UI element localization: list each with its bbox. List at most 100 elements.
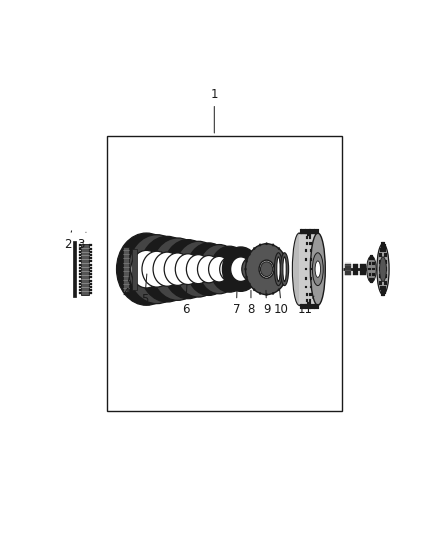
Bar [383,290,386,294]
Ellipse shape [286,276,288,278]
Ellipse shape [128,235,185,304]
Bar [305,258,307,261]
Bar [310,258,312,261]
Bar [311,229,312,234]
Bar [305,304,307,309]
Bar [74,241,77,297]
Bar [305,268,307,270]
Bar [78,254,81,256]
Bar [78,257,81,259]
Bar [89,254,92,256]
Ellipse shape [377,244,389,295]
Ellipse shape [248,283,251,285]
Bar [309,293,312,296]
Bar [315,304,317,309]
Bar [372,273,374,276]
Bar [78,286,81,288]
Ellipse shape [311,233,325,305]
Bar [382,242,385,246]
Bar [371,255,373,257]
Bar [369,257,371,260]
Text: 3: 3 [78,232,86,251]
Bar [317,229,318,234]
Bar [310,286,312,288]
Bar [308,304,310,309]
Text: 1: 1 [211,88,218,133]
Ellipse shape [163,240,212,298]
Ellipse shape [278,288,280,291]
Bar [78,260,81,262]
Bar [78,270,81,272]
Ellipse shape [246,260,247,263]
Bar [304,229,306,234]
Bar [78,283,81,285]
Bar [124,247,129,292]
Bar [78,273,81,275]
Bar [307,232,309,236]
Ellipse shape [164,253,191,285]
Bar [370,255,372,257]
Ellipse shape [248,264,256,274]
Ellipse shape [140,236,194,302]
Ellipse shape [117,233,176,305]
Text: 7: 7 [233,290,240,317]
Ellipse shape [230,257,251,281]
Ellipse shape [283,253,285,255]
Bar [353,264,357,274]
Ellipse shape [272,244,274,246]
Ellipse shape [265,243,268,245]
Text: 10: 10 [274,290,289,317]
Ellipse shape [280,253,289,286]
Bar [383,248,386,252]
Bar [89,247,92,249]
Ellipse shape [274,253,283,286]
Bar [372,262,374,265]
Bar [372,257,374,260]
Ellipse shape [220,257,240,281]
Bar [78,251,81,253]
Bar [307,304,308,309]
Bar [89,289,92,291]
Bar [78,276,81,278]
Ellipse shape [142,251,172,287]
Ellipse shape [246,276,247,278]
Bar [314,304,316,309]
Bar [89,293,92,294]
Bar [312,229,313,234]
Bar [306,299,308,302]
Bar [89,260,92,262]
Bar [379,267,382,271]
Bar [379,281,382,285]
Bar [307,302,309,305]
Ellipse shape [223,247,259,292]
Bar [78,263,81,265]
Bar [370,280,372,283]
Ellipse shape [175,254,201,285]
Bar [309,304,311,309]
Bar [306,236,308,239]
Bar [310,268,313,270]
Bar [311,304,312,309]
Bar [308,232,311,236]
Bar [308,229,310,234]
Bar [78,280,81,281]
Bar [107,136,342,411]
Text: 11: 11 [298,296,314,317]
Bar [305,249,307,252]
Bar [89,251,92,253]
Bar [308,302,311,305]
Ellipse shape [246,244,288,295]
Ellipse shape [199,245,240,294]
Bar [380,248,383,252]
Ellipse shape [242,257,262,281]
Bar [379,274,382,278]
Bar [309,229,311,234]
Bar [300,229,302,234]
Bar [314,229,316,234]
Bar [312,304,313,309]
Bar [305,229,307,234]
Bar [89,257,92,259]
Ellipse shape [253,288,255,291]
Bar [372,268,375,270]
Bar [384,253,387,257]
